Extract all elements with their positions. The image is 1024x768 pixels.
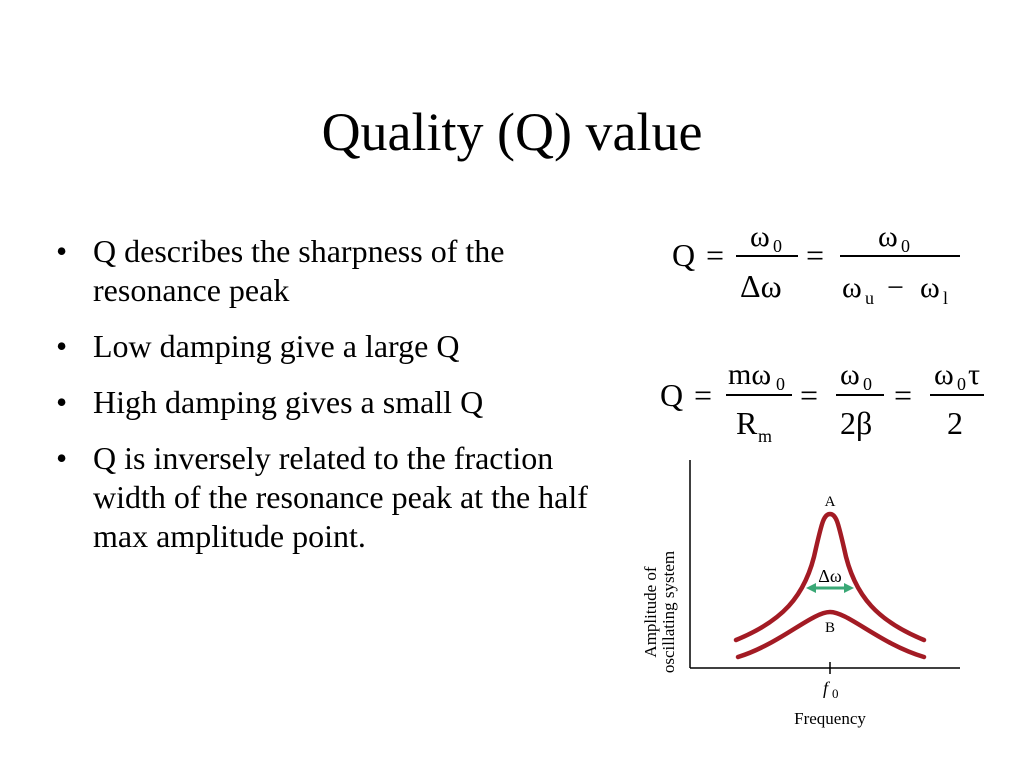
- eq1-den2-a: ω: [842, 271, 862, 304]
- bullet-item: • High damping gives a small Q: [56, 383, 596, 422]
- resonance-curve-b: [735, 609, 927, 660]
- eq2-num1-sub: 0: [776, 374, 785, 394]
- eq2-num3-tail: τ: [968, 358, 980, 391]
- bullet-dot-icon: •: [56, 384, 68, 420]
- eq2-num2: ω: [840, 358, 860, 391]
- eq1-num2-sub: 0: [901, 236, 910, 256]
- bullet-item: • Q is inversely related to the fraction …: [56, 439, 596, 556]
- eq2-q-symbol: Q: [660, 377, 683, 413]
- eq2-den1: R: [736, 405, 758, 441]
- y-axis-label-line1: Amplitude of: [641, 566, 660, 657]
- bandwidth-arrow: [806, 583, 854, 593]
- eq2-num3-sub: 0: [957, 374, 966, 394]
- eq1-den1: Δω: [740, 268, 782, 304]
- eq1-num1: ω: [750, 220, 770, 253]
- bullet-dot-icon: •: [56, 233, 68, 269]
- width-label: Δω: [818, 566, 842, 586]
- eq2-equals-3: =: [894, 377, 912, 413]
- bullet-dot-icon: •: [56, 328, 68, 364]
- eq2-num2-sub: 0: [863, 374, 872, 394]
- bullet-text: High damping gives a small Q: [93, 384, 484, 420]
- eq2-num1: mω: [728, 358, 771, 391]
- curve-b-label: B: [825, 620, 835, 636]
- y-axis-label: Amplitude of oscillating system: [641, 551, 678, 673]
- slide-title: Quality (Q) value: [321, 102, 703, 162]
- bullet-list: • Q describes the sharpness of the resona…: [56, 232, 596, 573]
- bullet-item: • Low damping give a large Q: [56, 327, 596, 366]
- equation-q-damping: Q = mω 0 R m = ω 0 2β = ω 0 τ 2: [660, 358, 984, 446]
- resonance-figure: Amplitude of oscillating system A B Δω f…: [641, 460, 960, 728]
- bullet-text: Q is inversely related to the fraction w…: [93, 440, 588, 554]
- eq1-den2-a-sub: u: [865, 288, 874, 308]
- eq1-num2: ω: [878, 220, 898, 253]
- x-tick-label-sub: 0: [832, 686, 839, 701]
- equation-q-bandwidth: Q = ω 0 Δω = ω 0 ω u − ω l: [672, 220, 960, 308]
- eq1-q-symbol: Q: [672, 237, 695, 273]
- eq1-den2-b-sub: l: [943, 288, 948, 308]
- curve-a-label: A: [825, 494, 836, 510]
- bandwidth-arrow-right-head-icon: [844, 583, 854, 593]
- eq1-equals-2: =: [806, 237, 824, 273]
- x-tick-label: f: [823, 678, 831, 698]
- eq2-den1-sub: m: [758, 426, 772, 446]
- bandwidth-arrow-left-head-icon: [806, 583, 816, 593]
- eq2-den3: 2: [947, 405, 963, 441]
- eq1-equals-1: =: [706, 237, 724, 273]
- y-axis-label-line2: oscillating system: [659, 551, 678, 673]
- bullet-text: Low damping give a large Q: [93, 328, 460, 364]
- x-axis-label: Frequency: [794, 709, 866, 728]
- eq1-num1-sub: 0: [773, 236, 782, 256]
- eq2-den2: 2β: [840, 405, 872, 441]
- eq2-equals-1: =: [694, 377, 712, 413]
- bullet-dot-icon: •: [56, 440, 68, 476]
- resonance-curve-a: [733, 511, 927, 643]
- bullet-text: Q describes the sharpness of the resonan…: [93, 233, 505, 308]
- eq1-den2-minus: −: [887, 271, 904, 304]
- eq1-den2-b: ω: [920, 271, 940, 304]
- eq2-equals-2: =: [800, 377, 818, 413]
- bullet-item: • Q describes the sharpness of the resona…: [56, 232, 596, 310]
- eq2-num3: ω: [934, 358, 954, 391]
